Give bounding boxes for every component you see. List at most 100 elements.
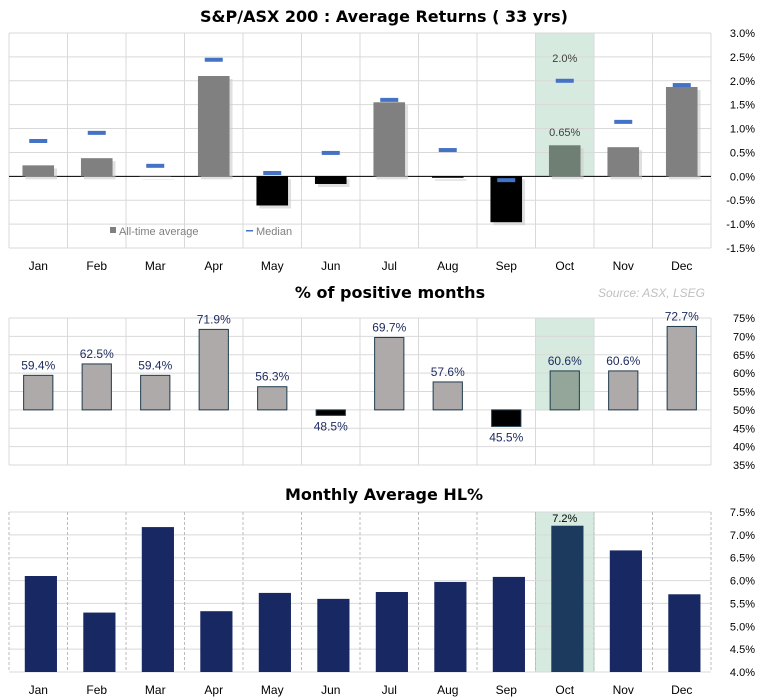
data-label: 48.5% — [314, 419, 348, 433]
y-tick-label: -1.5% — [726, 243, 755, 255]
x-tick-label: Aug — [437, 683, 458, 697]
median-marker — [672, 83, 691, 88]
data-label: 69.7% — [372, 320, 406, 334]
x-tick-label: Sep — [496, 683, 518, 697]
y-tick-label: 35% — [733, 460, 755, 472]
y-tick-label: 60% — [733, 368, 755, 380]
chart1: 3.0% 2.5% 2.0% 1.5% 1.0% 0.5% 0.0% -0.5% -1.0% -1… — [8, 28, 755, 273]
data-label: 60.6% — [606, 354, 640, 368]
average-bar — [665, 86, 698, 177]
x-tick-label: Jul — [382, 259, 397, 273]
positive-months-bar — [608, 370, 639, 411]
average-bar — [22, 165, 55, 177]
x-tick-label: Sep — [496, 259, 518, 273]
chart2-title: % of positive months — [295, 283, 485, 302]
y-tick-label: 7.0% — [730, 530, 755, 542]
median-marker — [438, 148, 457, 153]
data-label: 0.65% — [549, 127, 580, 139]
data-label: 59.4% — [21, 358, 55, 372]
positive-months-bar — [491, 409, 522, 427]
average-bar — [80, 158, 113, 177]
data-label: 57.6% — [431, 365, 465, 379]
data-label: 71.9% — [197, 312, 231, 326]
median-marker — [555, 78, 574, 83]
y-tick-label: 2.5% — [730, 52, 755, 64]
bar-shadow — [142, 179, 175, 180]
x-tick-label: Feb — [86, 259, 107, 273]
positive-months-bar — [315, 409, 346, 416]
data-label: 45.5% — [489, 430, 523, 444]
chart2: 75% 70% 65% 60% 55% 50% 45% 40% 35% 59.4% 62.5% 59.… — [8, 309, 755, 472]
y-tick-label: 6.0% — [730, 576, 755, 588]
hl-bar — [551, 525, 584, 672]
x-tick-label: Jun — [321, 259, 340, 273]
positive-months-bar — [198, 328, 229, 411]
positive-months-bar — [257, 386, 288, 411]
x-tick-label: Feb — [86, 683, 107, 697]
hl-bar — [24, 576, 57, 672]
bar-shadow — [434, 179, 467, 181]
positive-months-bar — [549, 370, 580, 411]
average-bar — [139, 176, 172, 177]
legend-label: Median — [256, 226, 292, 238]
hl-bar — [609, 550, 642, 672]
y-tick-label: 5.0% — [730, 621, 755, 633]
hl-bar — [317, 598, 350, 672]
x-tick-label: Oct — [555, 259, 574, 273]
median-marker — [380, 97, 399, 102]
x-tick-label: Dec — [671, 259, 692, 273]
chart3-title: Monthly Average HL% — [285, 485, 483, 504]
y-tick-label: 5.5% — [730, 598, 755, 610]
y-tick-label: 40% — [733, 442, 755, 454]
data-label: 2.0% — [552, 53, 577, 65]
y-tick-label: 45% — [733, 423, 755, 435]
positive-months-bar — [81, 363, 112, 411]
average-bar — [431, 176, 464, 178]
data-label: 56.3% — [255, 370, 289, 384]
data-label: 62.5% — [80, 347, 114, 361]
chart3: 7.5% 7.0% 6.5% 6.0% 5.5% 5.0% 4.5% 4.0% Jan Feb Ma… — [8, 507, 755, 697]
y-tick-label: -1.0% — [726, 219, 755, 231]
hl-bar — [668, 594, 701, 672]
hl-bar — [141, 527, 174, 672]
x-tick-label: Jul — [382, 683, 397, 697]
data-label: 60.6% — [548, 354, 582, 368]
median-marker — [87, 130, 106, 135]
hl-bar — [258, 592, 291, 672]
positive-months-bar — [666, 325, 697, 411]
median-marker — [146, 163, 165, 168]
average-bar — [548, 145, 581, 177]
legend-swatch — [110, 227, 116, 233]
median-marker — [497, 178, 516, 183]
data-label: 7.2% — [552, 513, 577, 525]
chart1-title: S&P/ASX 200 : Average Returns ( 33 yrs) — [200, 7, 568, 26]
y-tick-label: 2.0% — [730, 76, 755, 88]
y-tick-label: 50% — [733, 405, 755, 417]
x-tick-label: May — [261, 683, 284, 697]
x-tick-label: May — [261, 259, 284, 273]
source-note: Source: ASX, LSEG — [598, 286, 705, 300]
median-marker — [263, 170, 282, 175]
average-bar — [607, 147, 640, 177]
positive-months-bar — [140, 374, 171, 411]
data-label: 59.4% — [138, 358, 172, 372]
x-tick-label: Nov — [613, 259, 634, 273]
y-tick-label: 75% — [733, 313, 755, 325]
hl-bar — [83, 612, 116, 672]
y-tick-label: -0.5% — [726, 195, 755, 207]
y-tick-label: 6.5% — [730, 553, 755, 565]
x-tick-label: Dec — [671, 683, 692, 697]
x-tick-label: Aug — [437, 259, 458, 273]
legend-label: All-time average — [119, 226, 198, 238]
average-bar — [256, 176, 289, 206]
average-bar — [490, 176, 523, 223]
x-tick-label: Jun — [321, 683, 340, 697]
y-tick-label: 0.0% — [730, 171, 755, 183]
median-marker — [29, 138, 48, 143]
x-tick-label: Oct — [555, 683, 574, 697]
y-tick-label: 1.0% — [730, 124, 755, 136]
data-label: 72.7% — [665, 309, 699, 323]
hl-bar — [200, 611, 233, 672]
legend-swatch — [246, 230, 253, 232]
